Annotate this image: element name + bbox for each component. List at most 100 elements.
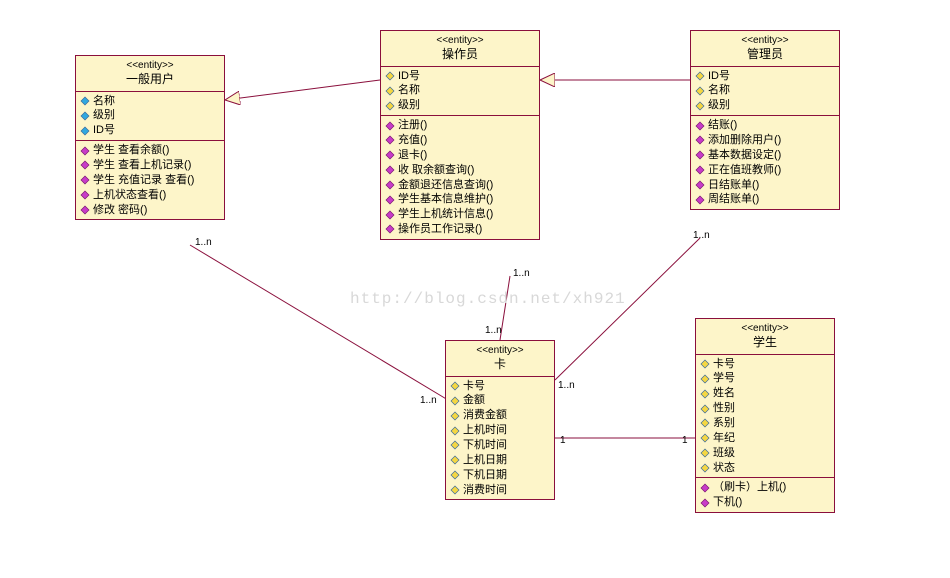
key-attr-icon [695,71,705,81]
attribute-label: 名称 [93,94,115,109]
entity-title: 卡 [450,357,550,373]
entity-header: <<entity>>学生 [696,319,834,355]
operation-icon [385,195,395,205]
attribute-row: 级别 [385,98,535,113]
entity-admin: <<entity>>管理员ID号名称级别结账()添加删除用户()基本数据设定()… [690,30,840,210]
operation-label: 正在值班教师() [708,163,781,178]
operation-row: 日结账单() [695,178,835,193]
attribute-label: ID号 [93,123,115,138]
attribute-row: 名称 [385,83,535,98]
operation-row: 学生 查看上机记录() [80,158,220,173]
key-attr-icon [695,101,705,111]
attributes-section: 名称级别ID号 [76,92,224,142]
operation-icon [80,205,90,215]
attribute-label: 卡号 [713,357,735,372]
operation-label: 注册() [398,118,427,133]
key-attr-icon [700,389,710,399]
key-attr-icon [700,418,710,428]
operation-row: 学生 查看余额() [80,143,220,158]
key-attr-icon [700,404,710,414]
attribute-row: 学号 [700,371,830,386]
attribute-label: 级别 [93,108,115,123]
operation-label: 基本数据设定() [708,148,781,163]
key-attr-icon [450,455,460,465]
operations-section: 注册()充值()退卡()收 取余额查询()金额退还信息查询()学生基本信息维护(… [381,116,539,239]
attribute-row: 班级 [700,446,830,461]
key-attr-icon [450,396,460,406]
attribute-label: ID号 [398,69,420,84]
operation-row: 正在值班教师() [695,163,835,178]
entity-operator: <<entity>>操作员ID号名称级别注册()充值()退卡()收 取余额查询(… [380,30,540,240]
multiplicity-label: 1 [560,435,566,446]
multiplicity-label: 1..n [513,268,530,279]
stereotype-label: <<entity>> [700,322,830,335]
operation-label: 日结账单() [708,178,759,193]
attribute-label: 消费金额 [463,408,507,423]
attribute-label: 年纪 [713,431,735,446]
entity-title: 操作员 [385,47,535,63]
operation-label: 操作员工作记录() [398,222,482,237]
operation-icon [385,121,395,131]
key-attr-icon [700,448,710,458]
attribute-label: 下机时间 [463,438,507,453]
operation-row: 学生基本信息维护() [385,192,535,207]
key-attr-icon [700,359,710,369]
entity-title: 一般用户 [80,72,220,88]
attribute-row: 名称 [695,83,835,98]
operation-row: 基本数据设定() [695,148,835,163]
multiplicity-label: 1..n [485,325,502,336]
key-attr-icon [385,101,395,111]
operation-icon [695,165,705,175]
operation-row: 下机() [700,495,830,510]
entity-header: <<entity>>卡 [446,341,554,377]
attribute-label: 级别 [708,98,730,113]
attribute-label: 状态 [713,461,735,476]
stereotype-label: <<entity>> [695,34,835,47]
attribute-label: 下机日期 [463,468,507,483]
operation-label: 学生基本信息维护() [398,192,493,207]
key-attr-icon [385,86,395,96]
entity-header: <<entity>>操作员 [381,31,539,67]
operation-row: 注册() [385,118,535,133]
attribute-row: 年纪 [700,431,830,446]
attribute-label: 消费时间 [463,483,507,498]
attribute-row: ID号 [695,69,835,84]
key-attr-icon [450,470,460,480]
operation-icon [700,498,710,508]
operation-icon [695,150,705,160]
operation-icon [385,180,395,190]
operation-row: 结账() [695,118,835,133]
attribute-row: 性别 [700,401,830,416]
entity-card: <<entity>>卡卡号金额消费金额上机时间下机时间上机日期下机日期消费时间 [445,340,555,500]
attributes-section: 卡号金额消费金额上机时间下机时间上机日期下机日期消费时间 [446,377,554,500]
operation-icon [385,150,395,160]
attribute-label: ID号 [708,69,730,84]
operation-icon [700,483,710,493]
attribute-row: 消费金额 [450,408,550,423]
multiplicity-label: 1 [682,435,688,446]
stereotype-label: <<entity>> [450,344,550,357]
attribute-row: 级别 [80,108,220,123]
operation-label: 学生上机统计信息() [398,207,493,222]
attributes-section: ID号名称级别 [691,67,839,117]
operations-section: 学生 查看余额()学生 查看上机记录()学生 充值记录 查看()上机状态查看()… [76,141,224,219]
key-attr-icon [700,433,710,443]
attribute-label: 学号 [713,371,735,386]
operation-icon [695,135,705,145]
attribute-row: 下机日期 [450,468,550,483]
attr-icon [80,96,90,106]
operation-icon [80,190,90,200]
operation-icon [80,175,90,185]
attribute-label: 系别 [713,416,735,431]
attribute-label: 上机时间 [463,423,507,438]
operation-label: 收 取余额查询() [398,163,474,178]
operation-label: 修改 密码() [93,203,147,218]
entity-title: 管理员 [695,47,835,63]
attributes-section: ID号名称级别 [381,67,539,117]
operation-label: 周结账单() [708,192,759,207]
operation-label: 金额退还信息查询() [398,178,493,193]
attribute-row: 消费时间 [450,483,550,498]
attribute-row: 金额 [450,393,550,408]
key-attr-icon [450,381,460,391]
operation-icon [695,180,705,190]
